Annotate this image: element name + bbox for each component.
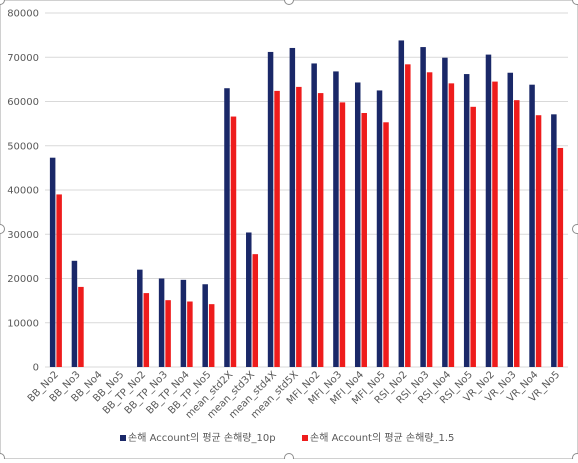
bar	[296, 87, 302, 367]
resize-handle[interactable]	[285, 0, 294, 5]
bar	[268, 52, 274, 367]
bar	[508, 73, 514, 367]
bar	[529, 85, 535, 367]
y-tick-label: 40000	[7, 186, 39, 197]
bar	[318, 93, 324, 367]
bar	[202, 284, 208, 367]
bar	[137, 270, 143, 367]
bar	[72, 261, 78, 367]
resize-handle[interactable]	[573, 225, 578, 234]
bar	[181, 280, 187, 367]
bar	[492, 82, 498, 367]
bar	[290, 48, 296, 367]
legend-label: 손해 Account의 평균 손해량_1.5	[310, 431, 454, 444]
bar	[246, 232, 252, 367]
bar	[311, 63, 317, 367]
bar	[231, 117, 237, 367]
y-axis-ticks: 0 10000 20000 30000 40000 50000 60000 70000 8000…	[7, 9, 39, 374]
bar	[361, 113, 367, 367]
legend-label: 손해 Account의 평균 손해량_10p	[128, 431, 276, 444]
resize-handle[interactable]	[285, 454, 294, 460]
legend-swatch	[120, 435, 126, 441]
bar	[405, 64, 411, 367]
bar	[470, 107, 476, 367]
bar	[340, 102, 346, 367]
y-tick-label: 70000	[7, 53, 39, 64]
bar	[377, 90, 383, 367]
bar	[56, 194, 62, 367]
bar	[165, 300, 171, 367]
y-tick-label: 20000	[7, 274, 39, 285]
bar	[464, 74, 470, 367]
y-tick-label: 10000	[7, 318, 39, 329]
bar	[399, 40, 405, 367]
bar	[383, 122, 389, 367]
bar	[536, 115, 542, 367]
bar	[420, 47, 426, 367]
bar	[442, 58, 448, 367]
bar	[355, 82, 361, 367]
resize-handle[interactable]	[0, 225, 5, 234]
bar	[427, 72, 433, 367]
bar	[274, 91, 280, 367]
bar	[224, 88, 230, 367]
bar	[514, 100, 520, 367]
bar	[558, 148, 564, 367]
bar	[187, 302, 193, 367]
y-tick-label: 50000	[7, 141, 39, 152]
bar	[209, 304, 215, 367]
bar	[50, 158, 56, 367]
bar	[551, 114, 557, 367]
bar	[333, 71, 339, 367]
bar	[144, 293, 150, 367]
y-tick-label: 30000	[7, 230, 39, 241]
legend-swatch	[302, 435, 308, 441]
bar	[486, 55, 492, 367]
bar	[449, 83, 455, 367]
y-tick-label: 0	[33, 363, 39, 374]
bar	[159, 279, 165, 368]
y-tick-label: 80000	[7, 9, 39, 20]
bar	[78, 287, 84, 367]
y-tick-label: 60000	[7, 97, 39, 108]
bar	[253, 254, 258, 367]
